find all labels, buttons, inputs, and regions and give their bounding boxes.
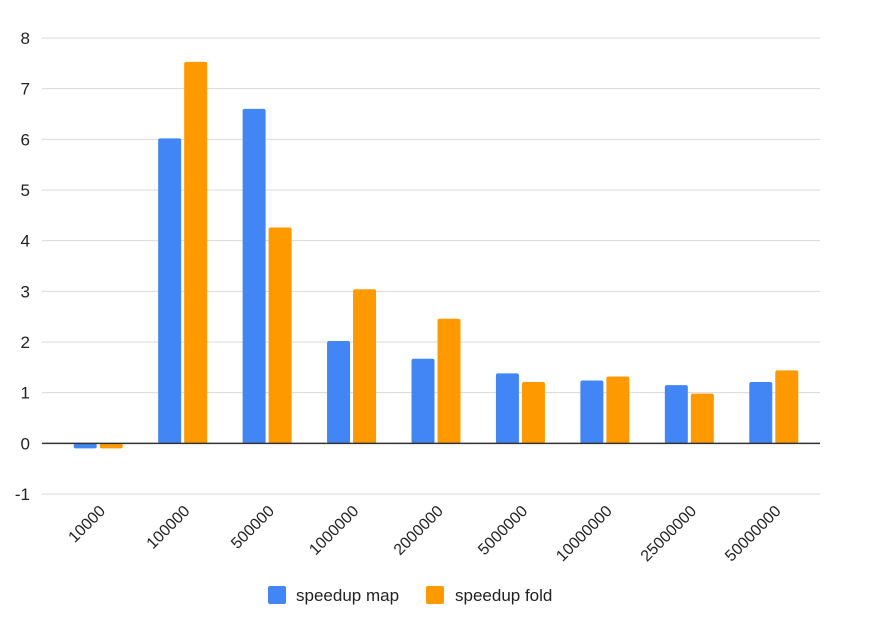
x-tick-label: 1000000 bbox=[306, 503, 362, 559]
y-tick-label: -1 bbox=[15, 485, 30, 504]
bar-speedup-map-25000000 bbox=[664, 385, 688, 444]
y-tick-label: 6 bbox=[21, 130, 30, 149]
y-tick-label: 1 bbox=[21, 384, 30, 403]
x-axis-ticks: 10000 100000 500000 1000000 2000000 5000000 10… bbox=[66, 503, 785, 565]
y-tick-label: 7 bbox=[21, 80, 30, 99]
bar-speedup-fold-10000 bbox=[99, 443, 123, 449]
x-tick-label: 100000 bbox=[144, 503, 194, 553]
y-tick-label: 8 bbox=[21, 29, 30, 48]
bars bbox=[73, 61, 799, 449]
y-tick-label: 3 bbox=[21, 282, 30, 301]
x-tick-label: 50000000 bbox=[722, 503, 784, 565]
legend-label-speedup-map: speedup map bbox=[296, 586, 399, 605]
x-tick-label: 500000 bbox=[228, 503, 278, 553]
y-tick-label: 2 bbox=[21, 333, 30, 352]
bar-speedup-map-1000000 bbox=[327, 340, 351, 444]
bar-speedup-map-5000000 bbox=[495, 373, 519, 444]
legend-swatch-speedup-fold bbox=[426, 586, 444, 604]
bar-speedup-map-10000 bbox=[73, 443, 97, 449]
y-axis-ticks: -1 0 1 2 3 4 5 6 7 8 bbox=[15, 29, 30, 504]
y-tick-label: 0 bbox=[21, 434, 30, 453]
x-tick-label: 2000000 bbox=[391, 503, 447, 559]
x-tick-label: 10000 bbox=[66, 503, 110, 547]
bar-speedup-fold-500000 bbox=[268, 227, 292, 444]
y-tick-label: 5 bbox=[21, 181, 30, 200]
bar-speedup-fold-5000000 bbox=[521, 382, 545, 444]
bar-speedup-fold-2000000 bbox=[437, 318, 461, 444]
legend: speedup map speedup fold bbox=[268, 586, 552, 605]
bar-speedup-map-10000000 bbox=[580, 380, 604, 444]
x-tick-label: 25000000 bbox=[638, 503, 700, 565]
bar-speedup-fold-100000 bbox=[184, 61, 208, 444]
x-tick-label: 5000000 bbox=[475, 503, 531, 559]
bar-speedup-fold-25000000 bbox=[690, 393, 714, 444]
bar-speedup-fold-50000000 bbox=[775, 370, 799, 444]
bar-speedup-fold-1000000 bbox=[353, 289, 377, 444]
bar-speedup-map-100000 bbox=[158, 138, 182, 444]
legend-swatch-speedup-map bbox=[268, 586, 286, 604]
y-tick-label: 4 bbox=[21, 232, 30, 251]
bar-speedup-map-50000000 bbox=[749, 382, 773, 444]
bar-speedup-map-2000000 bbox=[411, 358, 435, 444]
bar-speedup-map-500000 bbox=[242, 108, 266, 444]
x-tick-label: 10000000 bbox=[553, 503, 615, 565]
legend-label-speedup-fold: speedup fold bbox=[455, 586, 552, 605]
bar-speedup-fold-10000000 bbox=[606, 376, 630, 444]
